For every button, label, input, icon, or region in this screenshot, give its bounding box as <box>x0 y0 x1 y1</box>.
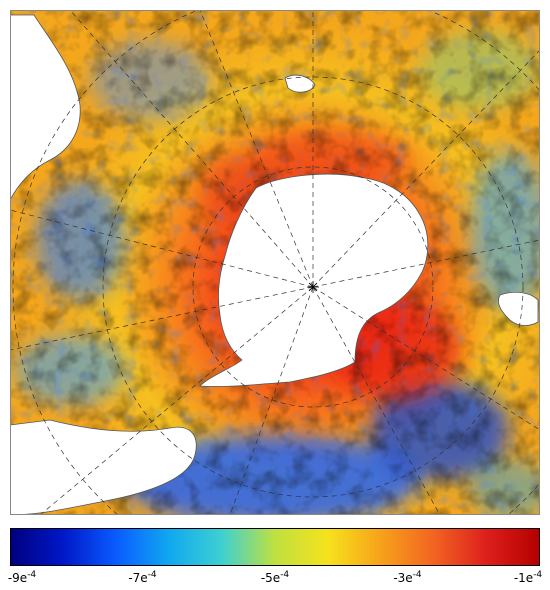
colorbar-tick-label: -9e-4 <box>7 570 37 585</box>
graticule <box>10 10 540 515</box>
colorbar-tick-label: -1e-4 <box>513 570 543 585</box>
map-frame <box>10 10 540 515</box>
field-map <box>10 10 540 515</box>
colorbar-gradient <box>10 528 540 566</box>
field-layer <box>10 10 540 515</box>
colorbar-tick-label: -7e-4 <box>128 570 157 585</box>
colorbar-tick-label: -3e-4 <box>393 570 422 585</box>
island-kerguelen <box>284 74 316 93</box>
africa <box>10 419 197 515</box>
colorbar <box>10 528 540 566</box>
pole-marker <box>307 281 319 293</box>
south-america <box>10 14 81 201</box>
new-zealand <box>498 291 539 326</box>
colorbar-tick-label: -5e-4 <box>260 570 290 585</box>
